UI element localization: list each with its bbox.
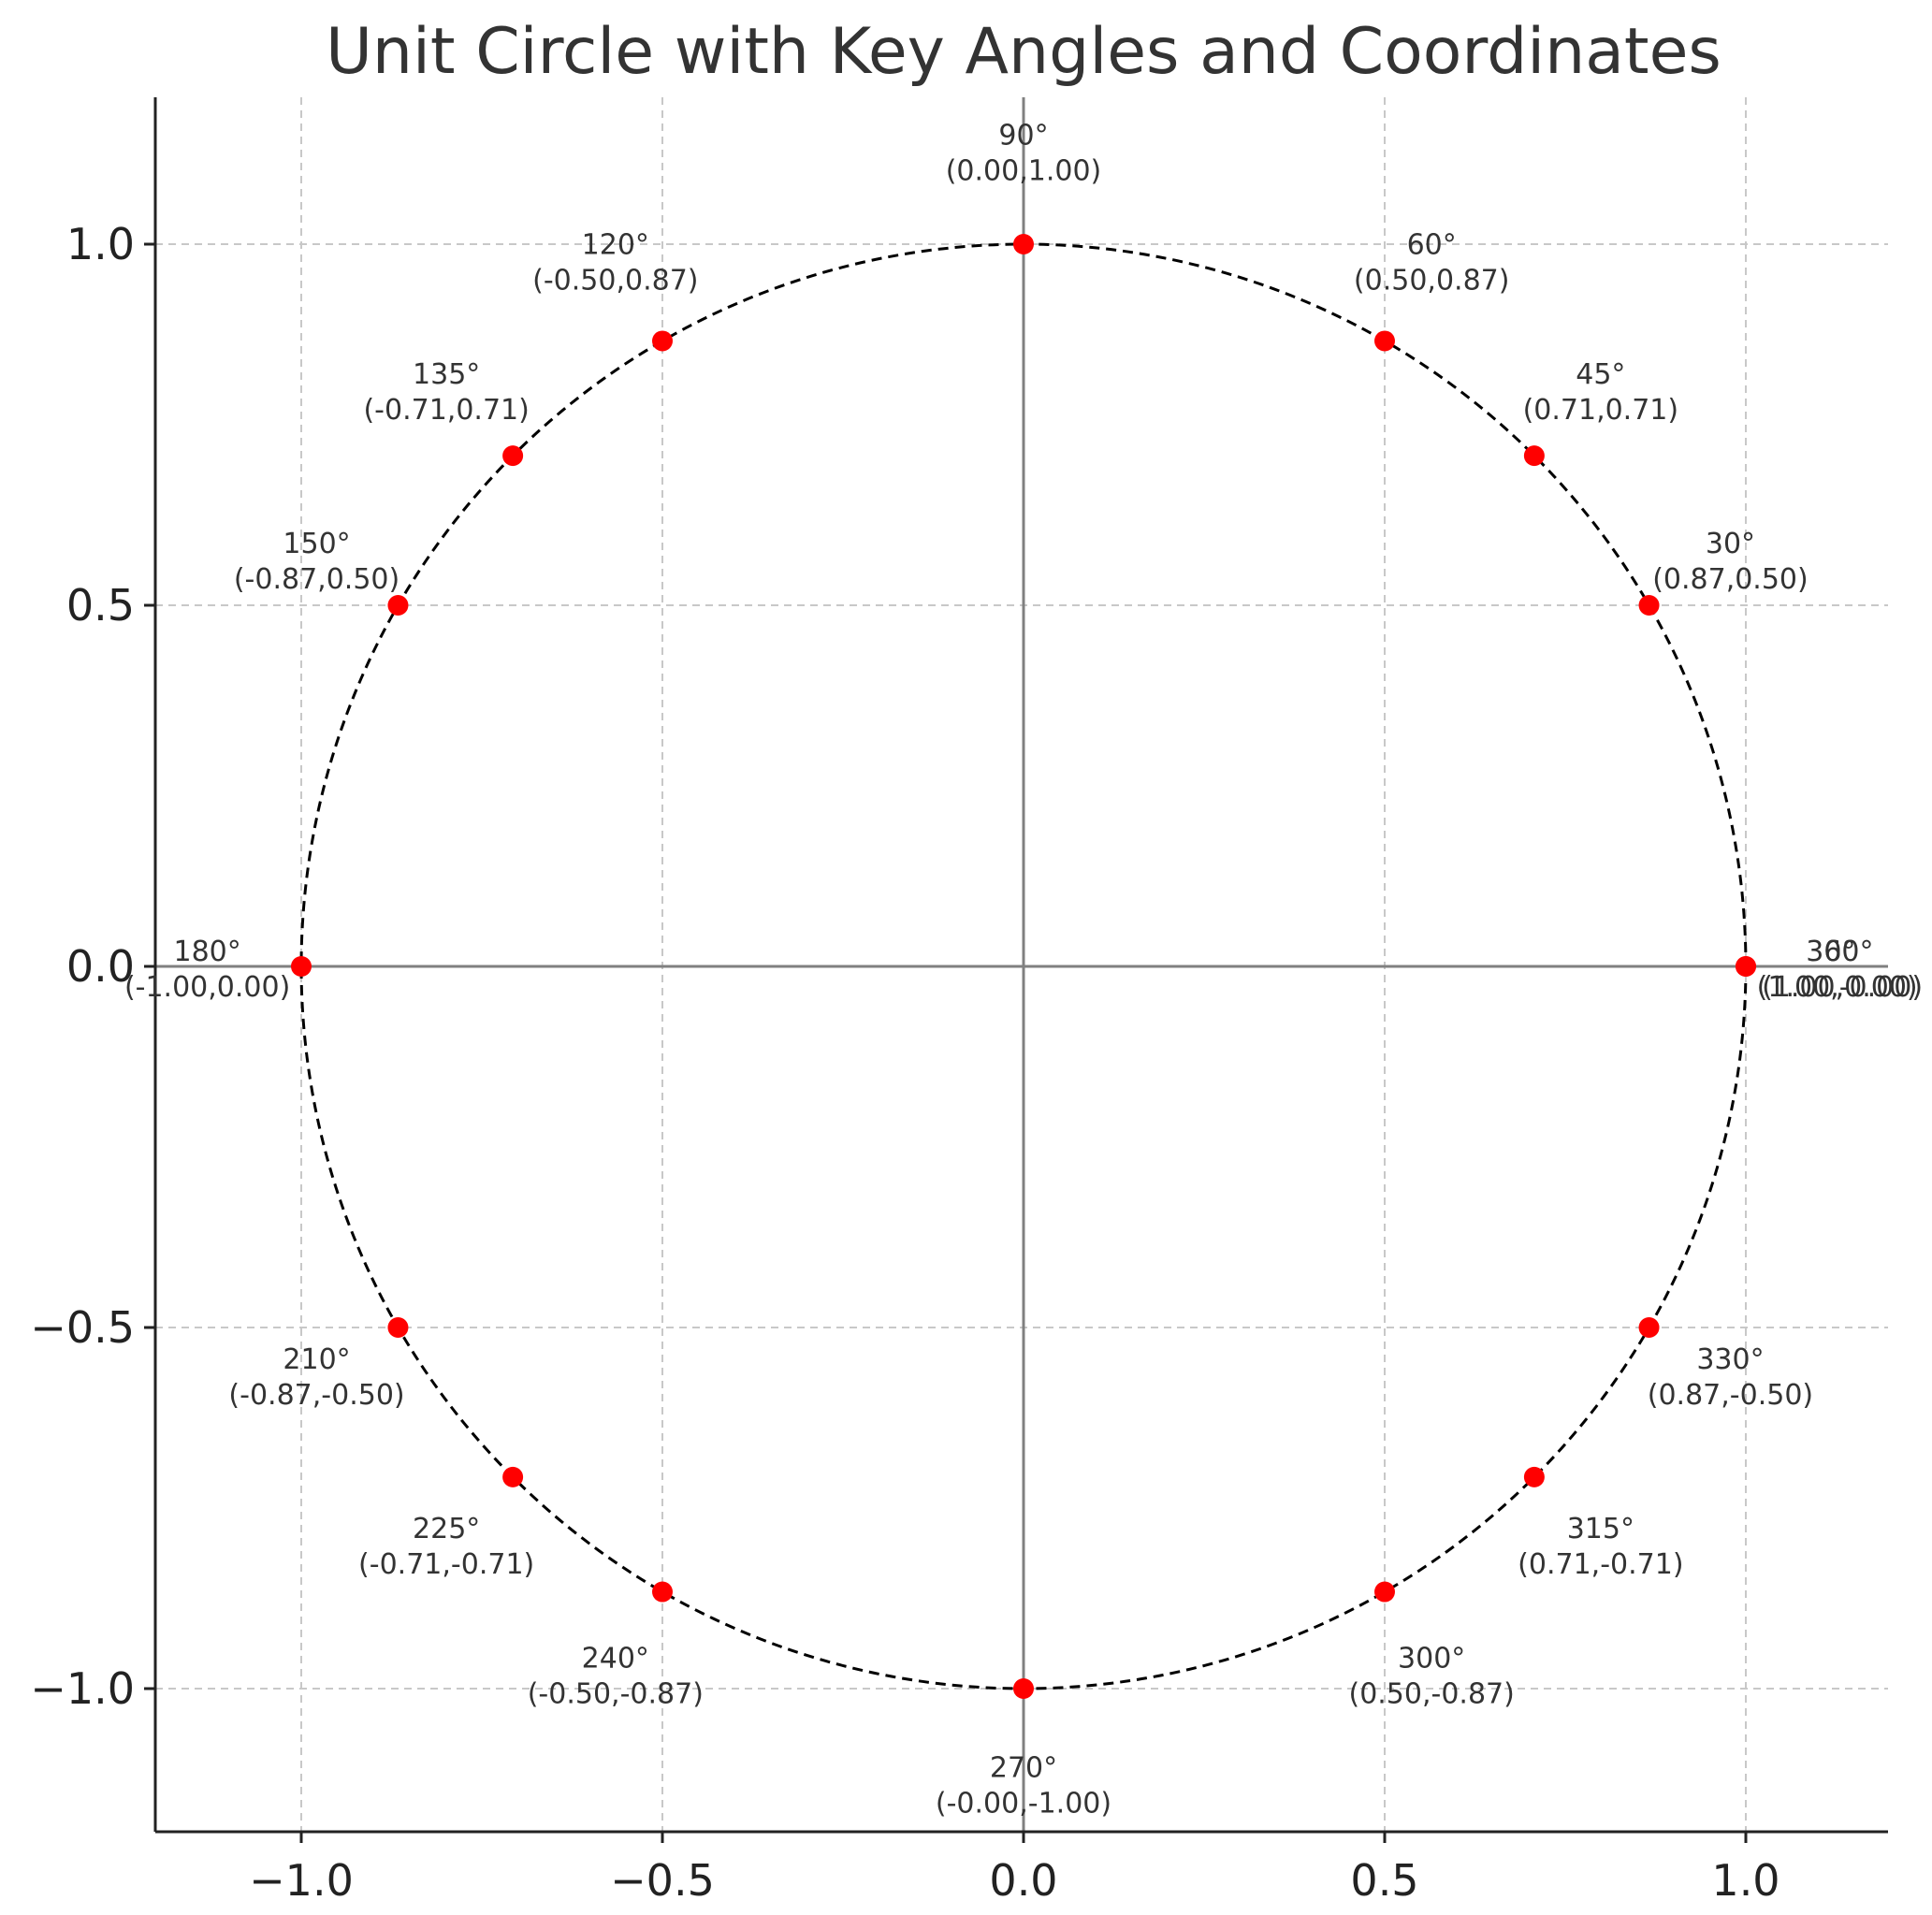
angle-label: 210°	[283, 1343, 350, 1376]
data-point	[652, 1581, 673, 1603]
data-point	[1374, 1581, 1395, 1603]
angle-label: 45°	[1576, 358, 1625, 391]
data-point	[1523, 1466, 1545, 1487]
data-point	[387, 1317, 409, 1338]
data-point	[1523, 445, 1545, 467]
data-point	[291, 956, 312, 977]
coordinate-label: (0.50,0.87)	[1354, 265, 1510, 297]
angle-label: 120°	[582, 229, 649, 262]
coordinate-label: (-0.71,0.71)	[363, 394, 529, 427]
angle-label: 240°	[582, 1642, 649, 1675]
angle-label: 30°	[1706, 528, 1755, 560]
y-tick-label: 0.5	[66, 580, 135, 631]
data-point	[387, 595, 409, 616]
y-tick-label: −0.5	[30, 1302, 135, 1353]
data-points	[291, 234, 1756, 1699]
x-tick-label: −0.5	[610, 1855, 715, 1906]
angle-label: 135°	[413, 358, 480, 391]
coordinate-label: (0.50,-0.87)	[1348, 1677, 1514, 1710]
angle-label: 150°	[283, 528, 350, 560]
data-point	[1013, 1678, 1034, 1699]
coordinate-label: (-0.87,-0.50)	[228, 1379, 404, 1412]
data-point	[1736, 956, 1756, 977]
chart-title: Unit Circle with Key Angles and Coordina…	[326, 15, 1721, 89]
x-tick-label: 0.0	[989, 1855, 1057, 1906]
data-point	[1374, 330, 1395, 352]
tick-marks-and-labels: −1.0 −0.5 0.0 0.5 1.0 −1.0 −0.5 0.0 0.5 1.0	[30, 219, 1779, 1906]
coordinate-label: (0.87,-0.50)	[1648, 1379, 1813, 1412]
angle-label: 360°	[1806, 936, 1873, 968]
y-tick-label: −1.0	[30, 1663, 135, 1714]
angle-label: 315°	[1567, 1513, 1634, 1545]
coordinate-label: (0.00,1.00)	[946, 155, 1102, 188]
data-point	[1638, 1317, 1660, 1338]
axes-spines	[153, 97, 1888, 1834]
coordinate-label: (1.00,-0.00)	[1757, 971, 1923, 1004]
angle-label: 330°	[1696, 1343, 1764, 1376]
angle-label: 225°	[413, 1513, 480, 1545]
point-annotations: 0°(1.00,0.00) 30°(0.87,0.50) 45°(0.71,0.71…	[124, 120, 1923, 1821]
angle-label: 270°	[990, 1751, 1057, 1784]
data-point	[652, 330, 673, 352]
coordinate-label: (-0.87,0.50)	[234, 563, 399, 596]
coordinate-label: (0.87,0.50)	[1652, 563, 1809, 596]
angle-label: 90°	[998, 120, 1048, 152]
coordinate-label: (-0.71,-0.71)	[358, 1548, 534, 1581]
origin-axis-lines	[155, 97, 1888, 1832]
data-point	[1013, 234, 1034, 254]
coordinate-label: (1.00,0.00)	[1762, 971, 1918, 1004]
coordinate-label: (-0.50,0.87)	[532, 265, 698, 297]
coordinate-label: (-0.50,-0.87)	[528, 1677, 704, 1710]
coordinate-label: (-0.00,-1.00)	[936, 1787, 1111, 1820]
y-tick-label: 0.0	[66, 941, 135, 992]
angle-label: 180°	[174, 936, 241, 968]
data-point	[1638, 595, 1660, 616]
angle-label: 300°	[1398, 1642, 1465, 1675]
coordinate-label: (0.71,-0.71)	[1518, 1548, 1683, 1581]
y-tick-label: 1.0	[66, 219, 135, 269]
coordinate-label: (-1.00,0.00)	[124, 971, 290, 1004]
x-tick-label: −1.0	[249, 1855, 354, 1906]
coordinate-label: (0.71,0.71)	[1523, 394, 1679, 427]
x-tick-label: 0.5	[1350, 1855, 1418, 1906]
x-tick-label: 1.0	[1711, 1855, 1779, 1906]
data-point	[502, 445, 524, 467]
angle-label: 0°	[1823, 936, 1855, 968]
data-point	[502, 1466, 524, 1487]
angle-label: 60°	[1407, 229, 1457, 262]
